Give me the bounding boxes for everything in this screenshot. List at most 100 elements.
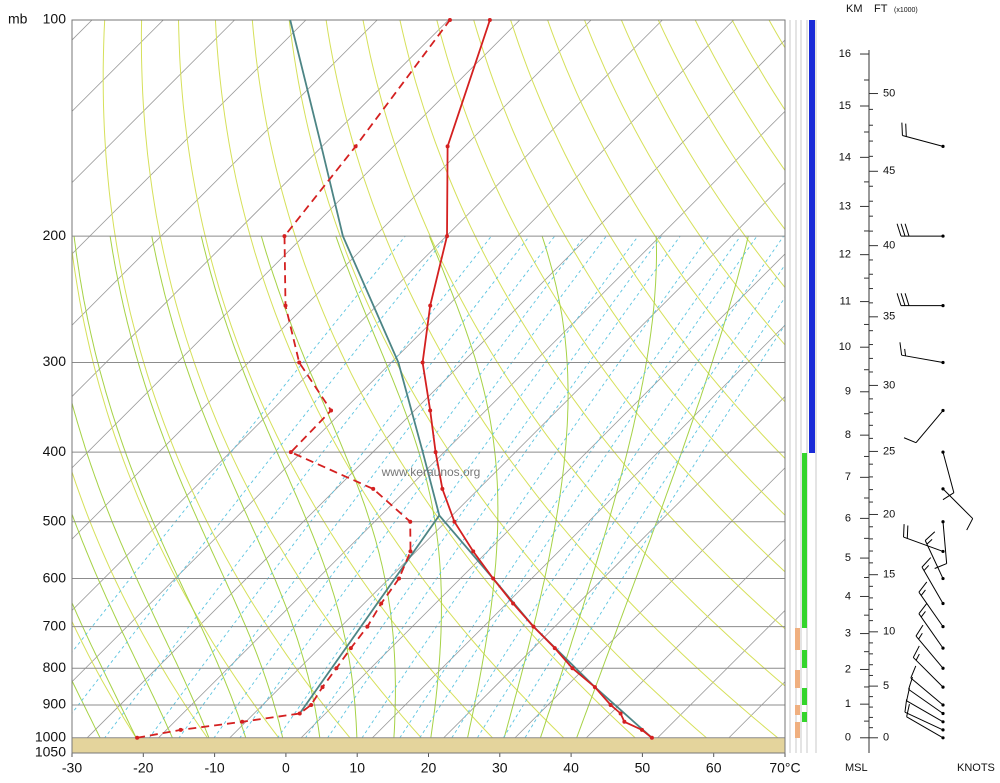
y-tick-label: 200 [43,227,67,243]
wind-barb [910,665,917,679]
wind-staff [901,354,944,363]
dry-adiabat [584,20,785,346]
temperature-line-point [471,549,476,554]
temperature-line-point [511,601,516,606]
dry-adiabat [547,20,785,403]
dry-adiabat [436,20,785,573]
temperature-line-point [570,666,575,671]
wind-barb [921,557,932,568]
mixing-ratio-line [72,235,448,714]
wind-staff [908,688,944,714]
isotherm [214,182,785,753]
dewpoint-line-point [334,666,339,671]
wind-staff [942,452,955,493]
mixing-ratio-line [409,235,758,753]
wind-barb [903,524,905,538]
temperature-line-point [622,719,627,724]
y-tick-label: 800 [43,659,67,675]
dry-adiabat [72,620,147,753]
wind-staff [906,716,944,739]
moist-adiabat [260,235,396,753]
knots-label: KNOTS [957,762,995,774]
dry-adiabat [399,20,785,630]
wind-staff [915,410,944,444]
wind-barb [918,603,928,615]
moist-adiabat [200,235,358,753]
km-tick-label: 4 [845,590,851,602]
instability-bar [795,722,800,738]
x-tick-label: 30 [492,760,508,776]
temperature-line-point [639,727,644,732]
mixing-ratio-line [294,235,662,753]
moist-adiabat [72,512,180,753]
wind-barb [924,531,936,541]
wind-staff [918,591,944,627]
temperature-line-point [420,360,425,365]
wind-barb [905,123,907,137]
x-tick-label: -10 [204,760,224,776]
wind-staff [942,488,974,519]
dry-adiabat [694,20,785,172]
mixing-ratio-line [467,264,785,753]
km-tick-label: 11 [840,295,851,307]
km-tick-label: 9 [845,386,851,398]
dry-adiabat [510,20,785,460]
dewpoint-line-point [348,646,353,651]
dewpoint-line-point [329,408,334,413]
isotherm [72,20,449,398]
wind-staff [915,635,944,669]
cloud-bar [802,650,807,668]
y-tick-label: 900 [43,696,67,712]
wind-barb [906,704,910,717]
ft-tick-label: 25 [883,445,895,457]
wind-barb [906,688,910,701]
dry-adiabat [251,20,653,753]
wind-barb [915,624,924,637]
dewpoint-line-point [178,727,183,732]
dewpoint-line-point [379,601,384,606]
wind-barb [904,699,908,713]
moist-adiabat [73,236,251,753]
wind-barb [899,342,903,356]
ft-tick-label: 15 [883,569,895,581]
wind-barb [920,611,926,618]
wind-barb [926,539,933,545]
mixing-ratio-line [441,235,784,753]
isotherm [72,20,521,469]
wind-barb [900,293,906,306]
ft-label: FT [874,3,888,15]
isotherm [143,110,785,753]
km-tick-label: 1 [845,698,851,710]
wind-barb [896,293,902,306]
km-tick-label: 5 [845,552,851,564]
isotherm [72,20,734,683]
y-tick-label: 500 [43,512,67,528]
mixing-ratio-line [317,235,681,753]
isotherm [72,20,235,184]
temperature-line-point [428,303,433,308]
temperature-line-point [531,624,536,629]
temperature-line-point [445,144,450,149]
x-tick-label: 50 [635,760,651,776]
mixing-ratio-line [228,235,607,753]
isotherm [356,324,785,753]
moist-adiabat [499,235,569,753]
km-tick-label: 14 [839,151,851,163]
y-tick-label: 400 [43,443,67,459]
wind-barb [942,492,955,501]
dry-adiabat [620,20,785,289]
temperature-line-point [491,576,496,581]
km-label: KM [846,3,863,15]
km-tick-label: 3 [845,627,851,639]
watermark: www.keraunos.org [381,465,481,479]
temperature-line-point [452,519,457,524]
temperature-line-point [618,711,623,716]
dry-adiabat [288,20,725,753]
dry-adiabat [102,20,364,753]
wind-barb [901,122,903,136]
wind-staff [912,657,944,688]
